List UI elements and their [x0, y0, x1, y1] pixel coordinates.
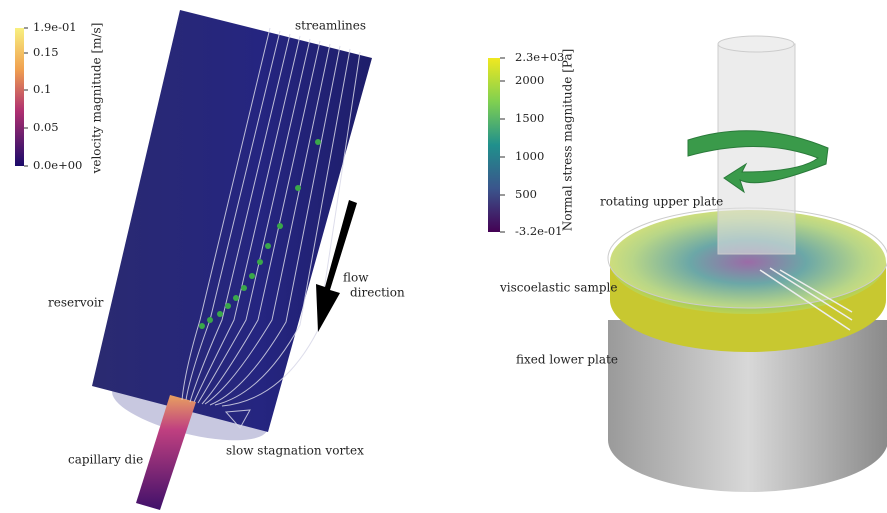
colorbar-tick: 2000	[515, 73, 544, 87]
colorbar-tick: 1000	[515, 149, 544, 163]
colorbar-tick: 500	[515, 187, 537, 201]
colorbar-title: Normal stress magnitude [Pa]	[561, 49, 575, 232]
colorbar-ticks	[24, 28, 28, 166]
colorbar-tick: 2.3e+03	[515, 50, 564, 64]
label: capillary die	[68, 453, 143, 467]
rod-top	[718, 36, 794, 52]
reservoir	[92, 10, 372, 432]
label: rotating upper plate	[600, 195, 723, 209]
colorbar-tick: 0.05	[33, 120, 59, 134]
colorbar-ticks	[500, 58, 505, 232]
colorbar	[15, 28, 24, 166]
colorbar	[488, 58, 500, 232]
label: slow stagnation vortex	[226, 444, 364, 458]
figure: 1.9e-01 0.15 0.1 0.05 0.0e+00 velocity m…	[0, 0, 887, 513]
label: viscoelastic sample	[499, 281, 617, 295]
colorbar-tick: 0.1	[33, 82, 51, 96]
label: streamlines	[295, 19, 366, 33]
colorbar-tick: 0.0e+00	[33, 158, 82, 172]
left-panel: 1.9e-01 0.15 0.1 0.05 0.0e+00 velocity m…	[15, 10, 405, 510]
colorbar-tick: 1500	[515, 111, 544, 125]
colorbar-title: velocity magnitude [m/s]	[90, 23, 104, 175]
colorbar-tick: 0.15	[33, 45, 59, 59]
label: flow	[343, 271, 369, 285]
right-panel: 2.3e+03 2000 1500 1000 500 -3.2e-01 Norm…	[488, 36, 887, 492]
label: direction	[350, 286, 405, 300]
colorbar-tick: -3.2e-01	[515, 224, 563, 238]
colorbar-tick: 1.9e-01	[33, 20, 77, 34]
label: fixed lower plate	[516, 353, 618, 367]
label: reservoir	[48, 296, 104, 310]
